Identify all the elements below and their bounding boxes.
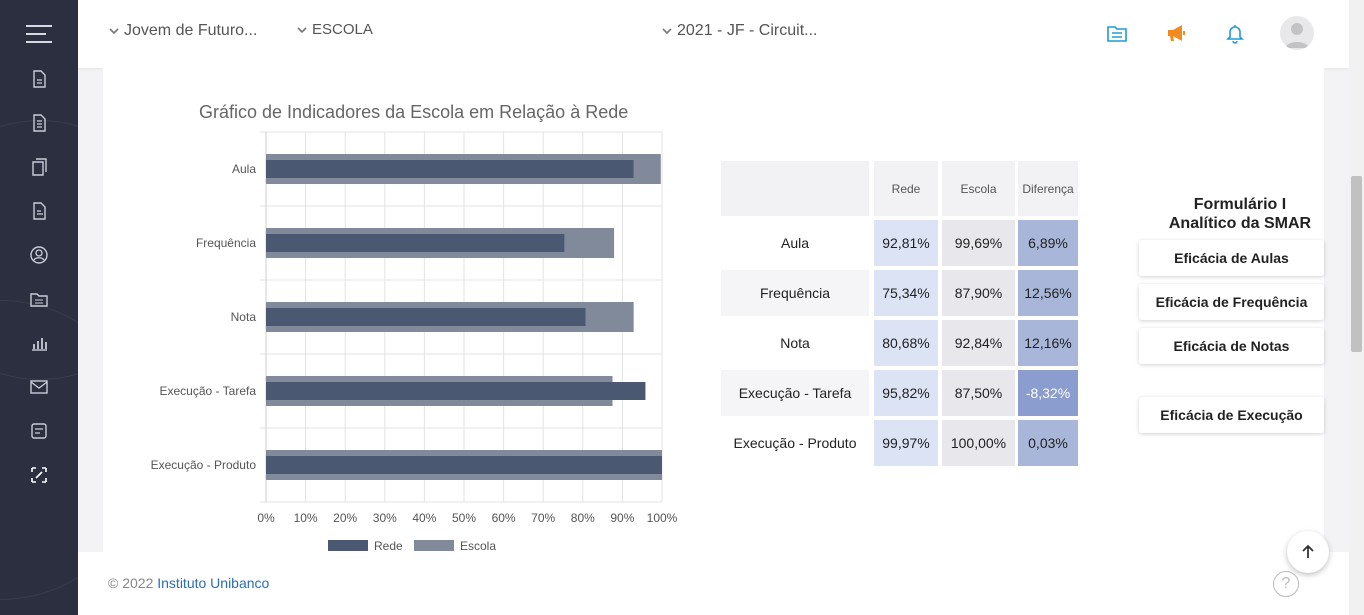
side-panel-title-line2: Analítico da SMAR: [1168, 215, 1312, 232]
indicators-bar-chart: 0% 10% 20% 30% 40% 50% 60% 70% 80% 90% 100% Aula Fre…: [151, 131, 678, 553]
cycle-dropdown[interactable]: 2021 - JF - Circuit...: [661, 22, 817, 40]
page-scrollbar[interactable]: [1349, 0, 1364, 615]
x-tick-label: 70%: [531, 511, 555, 525]
chart-title: Gráfico de Indicadores da Escola em Rela…: [199, 102, 629, 122]
table-row-label: Execução - Produto: [721, 420, 869, 466]
megaphone-icon[interactable]: [1165, 22, 1187, 44]
x-tick-label: 80%: [571, 511, 595, 525]
table-row-label: Aula: [721, 220, 869, 266]
copyright-text: © 2022: [108, 575, 154, 591]
bar-rede: [266, 234, 565, 252]
y-category-label: Nota: [231, 310, 257, 324]
table-cell-escola: 99,69%: [942, 220, 1015, 266]
files-icon[interactable]: [29, 157, 49, 177]
menu-icon[interactable]: [26, 25, 52, 43]
y-category-label: Aula: [232, 162, 256, 176]
x-tick-label: 40%: [412, 511, 436, 525]
eficacia-notas-button[interactable]: Eficácia de Notas: [1139, 328, 1324, 364]
tools-icon[interactable]: [29, 465, 49, 485]
org-link[interactable]: Instituto Unibanco: [157, 575, 270, 591]
form-icon[interactable]: [29, 421, 49, 441]
x-tick-label: 50%: [452, 511, 476, 525]
footer: [78, 552, 1349, 615]
sidebar: [0, 0, 78, 615]
legend-swatch-rede: [328, 540, 368, 551]
eficacia-aulas-button[interactable]: Eficácia de Aulas: [1139, 240, 1324, 276]
avatar[interactable]: [1280, 16, 1314, 50]
table-cell-diferenca: 12,56%: [1018, 270, 1078, 316]
table-cell-escola: 92,84%: [942, 320, 1015, 366]
x-tick-label: 0%: [257, 511, 275, 525]
y-category-label: Execução - Tarefa: [160, 384, 257, 398]
table-cell-escola: 87,50%: [942, 370, 1015, 416]
user-avatar-icon: [1285, 23, 1309, 48]
chevron-down-icon: [297, 26, 307, 33]
x-tick-label: 20%: [333, 511, 357, 525]
mail-icon[interactable]: [29, 377, 49, 397]
table-cell-diferenca: 6,89%: [1018, 220, 1078, 266]
table-cell-rede: 92,81%: [874, 220, 938, 266]
table-row-label: Nota: [721, 320, 869, 366]
level-dropdown[interactable]: ESCOLA: [296, 21, 373, 38]
bar-rede: [266, 308, 586, 326]
y-category-label: Frequência: [196, 236, 256, 250]
table-cell-rede: 75,34%: [874, 270, 938, 316]
table-cell-diferenca: -8,32%: [1018, 370, 1078, 416]
x-tick-label: 30%: [373, 511, 397, 525]
program-dropdown-value: Jovem de Futuro...: [124, 22, 258, 39]
folder-icon[interactable]: [29, 289, 49, 309]
table-header-cell: Escola: [942, 161, 1015, 216]
x-tick-label: 100%: [647, 511, 678, 525]
table-header-cell: Rede: [874, 161, 938, 216]
eficacia-execucao-button[interactable]: Eficácia de Execução: [1139, 397, 1324, 433]
edit-document-icon[interactable]: [29, 201, 49, 221]
table-cell-rede: 99,97%: [874, 420, 938, 466]
legend-label-rede: Rede: [374, 539, 403, 553]
table-header-cell: Diferença: [1018, 161, 1078, 216]
scrollbar-thumb[interactable]: [1351, 176, 1362, 352]
legend-label-escola: Escola: [460, 539, 496, 553]
side-panel-title: Formulário I Analítico da SMAR: [1140, 195, 1340, 233]
chevron-down-icon: [109, 28, 119, 35]
report-icon[interactable]: [29, 113, 49, 133]
top-bar: Jovem de Futuro... ESCOLA 2021 - JF - Ci…: [78, 0, 1349, 68]
program-dropdown[interactable]: Jovem de Futuro...: [108, 22, 257, 40]
x-tick-label: 60%: [492, 511, 516, 525]
bar-rede: [266, 456, 662, 474]
bell-icon[interactable]: [1224, 22, 1246, 44]
arrow-up-icon: [1302, 544, 1314, 558]
copyright: © 2022 Instituto Unibanco: [108, 575, 269, 591]
y-category-label: Execução - Produto: [151, 458, 257, 472]
table-cell-diferenca: 12,16%: [1018, 320, 1078, 366]
table-cell-escola: 87,90%: [942, 270, 1015, 316]
scroll-top-button[interactable]: [1287, 531, 1329, 573]
chart-icon[interactable]: [29, 333, 49, 353]
bar-rede: [266, 160, 634, 178]
table-row-label: Frequência: [721, 270, 869, 316]
side-panel-title-line1: Formulário I: [1193, 196, 1287, 213]
x-tick-label: 90%: [610, 511, 634, 525]
table-cell-rede: 95,82%: [874, 370, 938, 416]
legend-swatch-escola: [414, 540, 454, 551]
level-dropdown-value: ESCOLA: [312, 21, 373, 38]
table-cell-escola: 100,00%: [942, 420, 1015, 466]
eficacia-frequencia-button[interactable]: Eficácia de Frequência: [1139, 284, 1324, 320]
table-cell-rede: 80,68%: [874, 320, 938, 366]
chevron-down-icon: [662, 28, 672, 35]
table-row-label: Execução - Tarefa: [721, 370, 869, 416]
folder-list-icon[interactable]: [1106, 22, 1128, 44]
cycle-dropdown-value: 2021 - JF - Circuit...: [677, 22, 818, 39]
table-cell-diferenca: 0,03%: [1018, 420, 1078, 466]
table-header-empty: [721, 161, 869, 216]
x-tick-label: 10%: [294, 511, 318, 525]
user-icon[interactable]: [29, 245, 49, 265]
bar-rede: [266, 382, 646, 400]
help-button[interactable]: ?: [1273, 571, 1299, 597]
document-icon[interactable]: [29, 69, 49, 89]
